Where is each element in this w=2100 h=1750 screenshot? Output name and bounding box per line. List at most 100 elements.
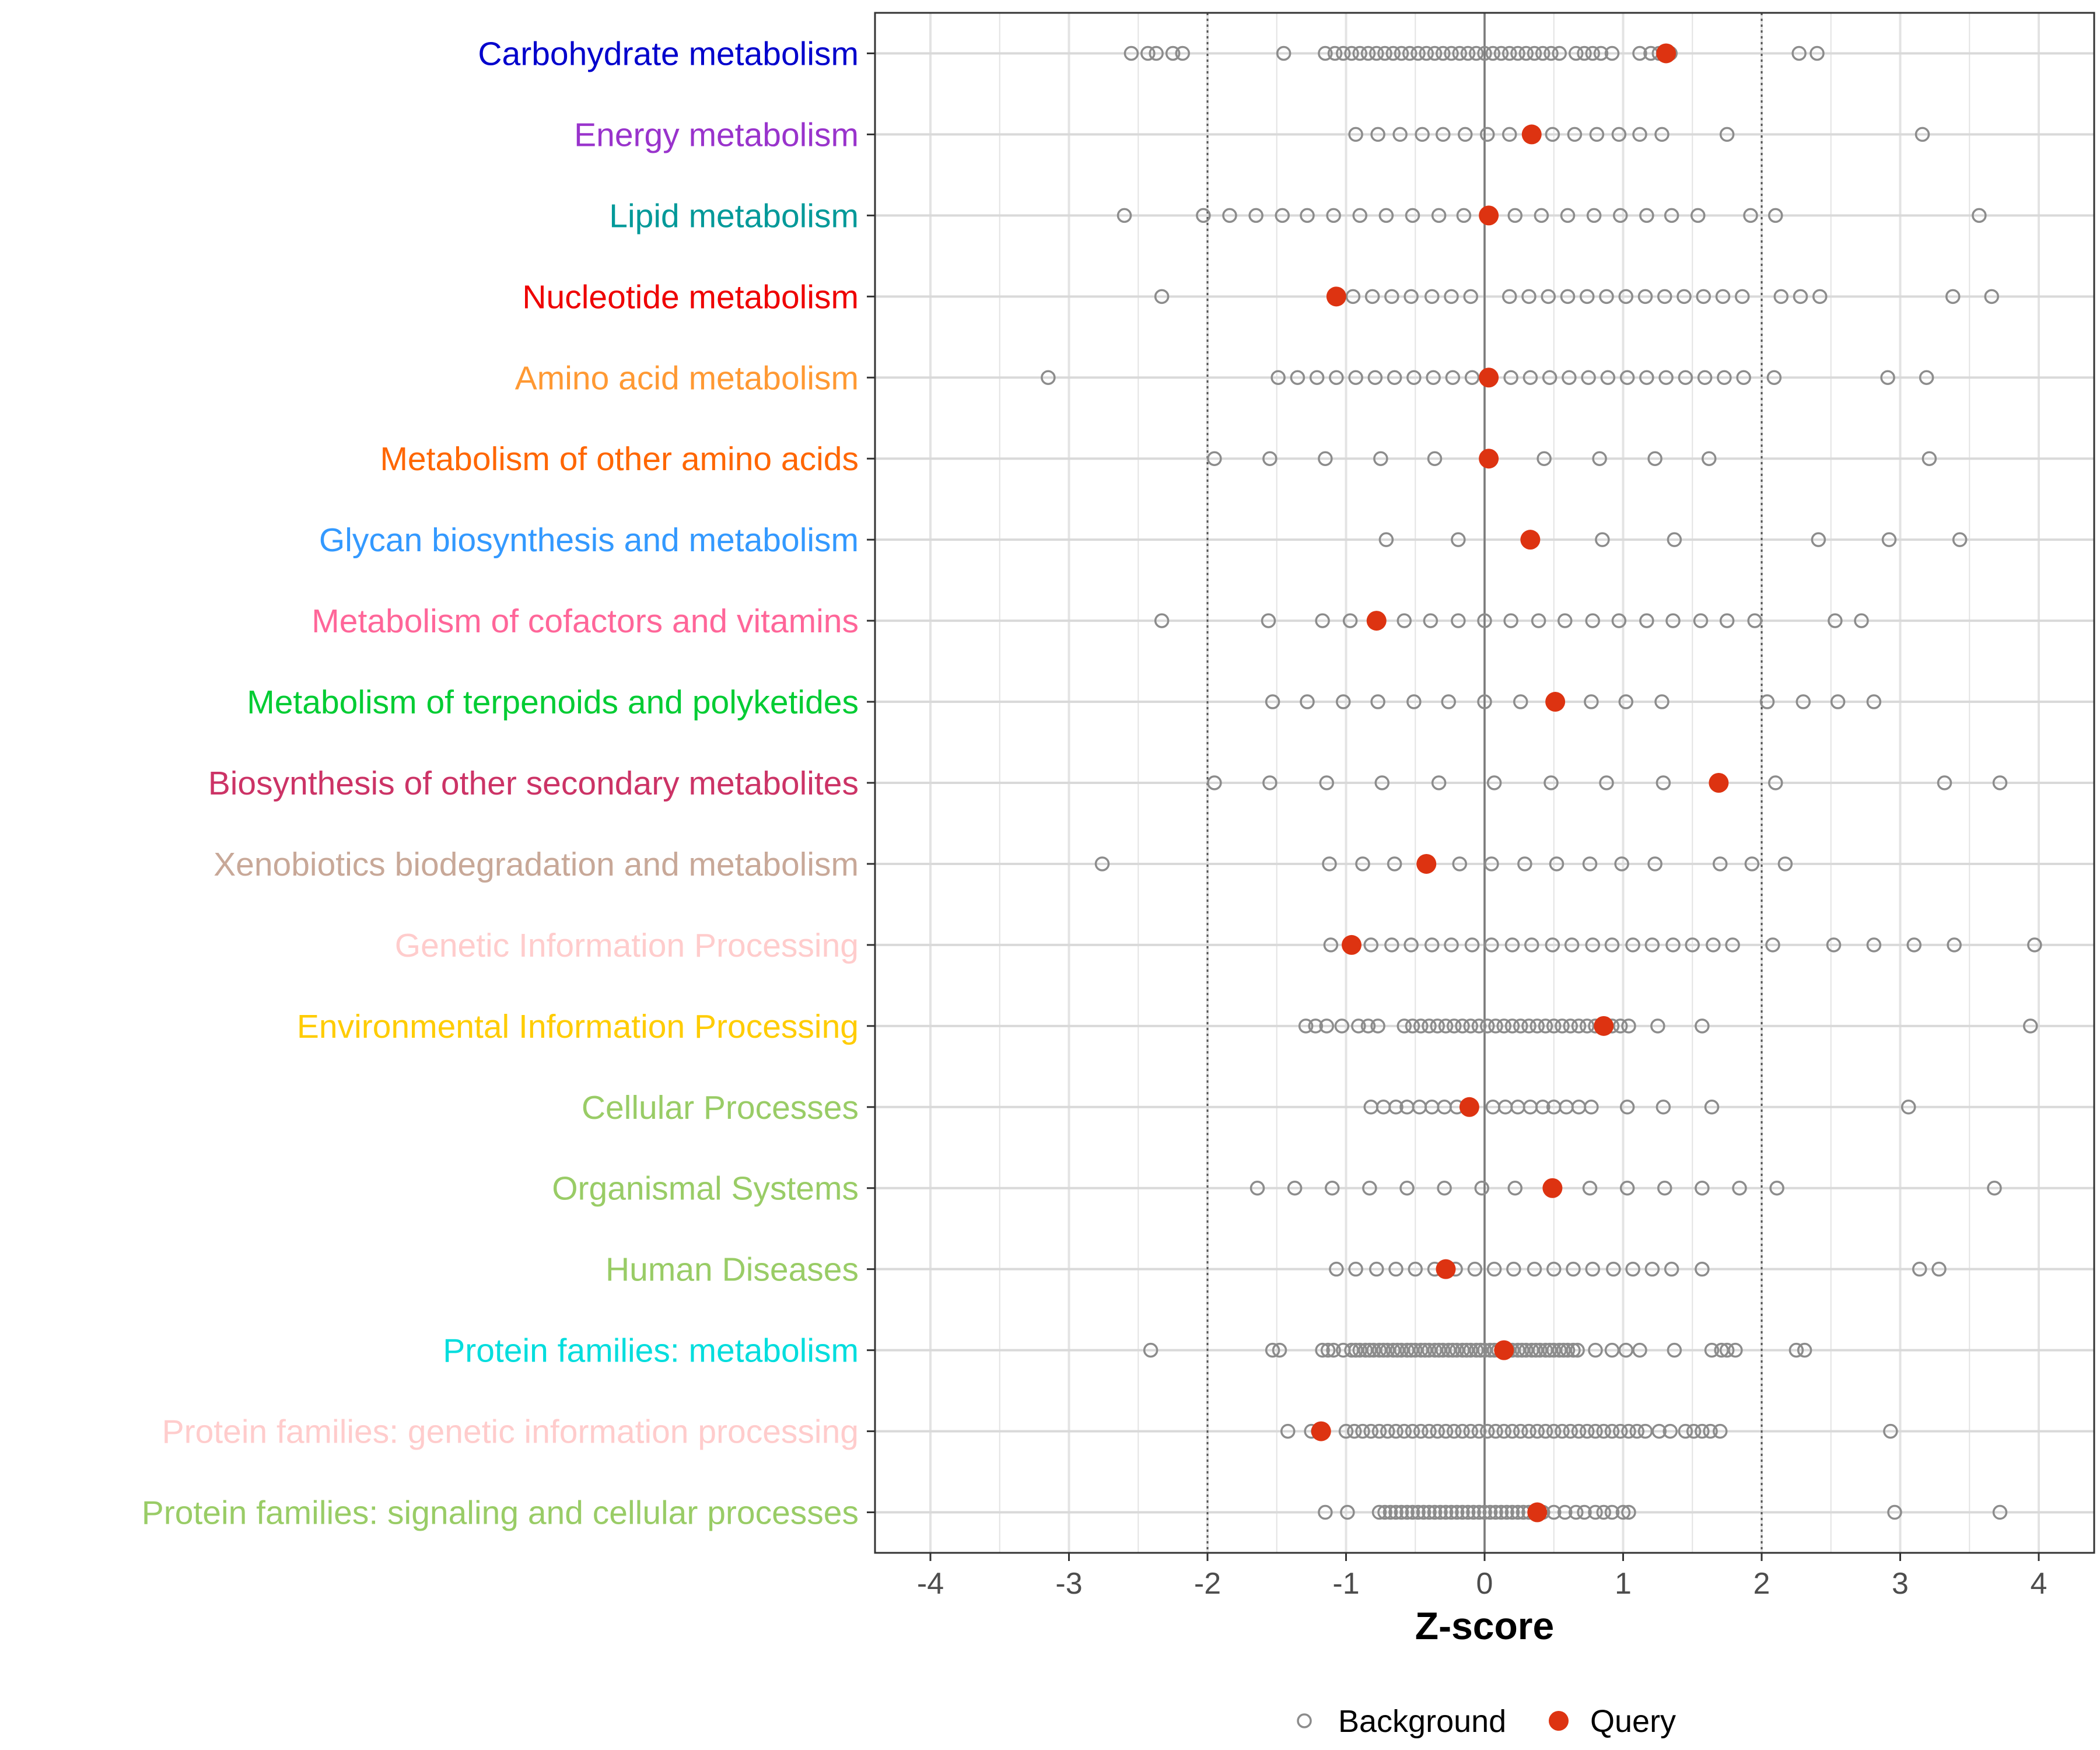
background-point <box>1881 532 1897 547</box>
background-point <box>1250 1180 1265 1196</box>
background-point <box>1604 1504 1620 1520</box>
query-point <box>1416 853 1437 874</box>
category-label: Xenobiotics biodegradation and metabolis… <box>214 846 859 883</box>
background-point <box>1654 127 1670 142</box>
background-point <box>1618 694 1633 709</box>
background-point <box>1571 1019 1587 1034</box>
background-point <box>1399 1504 1415 1520</box>
background-point <box>1504 1423 1520 1439</box>
background-point <box>1351 1019 1366 1034</box>
background-point <box>1604 937 1620 953</box>
background-point <box>1334 1019 1350 1034</box>
category-label: Metabolism of cofactors and vitamins <box>312 603 859 640</box>
background-point <box>1538 1423 1553 1439</box>
background-point <box>1352 208 1367 223</box>
background-point <box>1451 613 1466 628</box>
category-label: Glycan biosynthesis and metabolism <box>319 522 859 559</box>
category-label: Amino acid metabolism <box>515 359 859 397</box>
background-point <box>1445 370 1461 386</box>
background-point <box>1496 1019 1511 1034</box>
background-point <box>1546 1423 1562 1439</box>
background-point <box>1593 46 1609 61</box>
background-point <box>1588 1504 1603 1520</box>
background-point <box>1521 1423 1536 1439</box>
x-tick-label: 2 <box>1754 1567 1770 1601</box>
background-point <box>1788 1342 1804 1358</box>
background-point <box>1347 1423 1362 1439</box>
background-point <box>1604 1423 1620 1439</box>
background-point <box>1664 208 1679 223</box>
background-point <box>1477 46 1492 61</box>
background-point <box>1736 370 1751 386</box>
background-point <box>1455 1423 1470 1439</box>
background-point <box>1320 1342 1336 1358</box>
background-point <box>1654 694 1670 709</box>
background-point <box>1931 1261 1947 1277</box>
background-point <box>1352 46 1367 61</box>
background-point <box>1534 208 1549 223</box>
background-point <box>1581 370 1596 386</box>
background-point <box>1613 1423 1628 1439</box>
query-point <box>1594 1016 1614 1036</box>
background-point <box>1667 1342 1682 1358</box>
background-point <box>1555 1019 1570 1034</box>
background-point <box>1370 694 1385 709</box>
x-tick-label: -3 <box>1055 1567 1082 1601</box>
background-point <box>1477 1504 1492 1520</box>
background-point <box>1371 1423 1387 1439</box>
background-point <box>1769 1180 1784 1196</box>
background-point <box>1604 46 1620 61</box>
x-tick-label: -2 <box>1194 1567 1221 1601</box>
background-point <box>1796 694 1811 709</box>
background-point <box>1759 694 1775 709</box>
background-point <box>1584 1100 1599 1115</box>
category-label: Energy metabolism <box>574 116 859 153</box>
background-point <box>1482 1504 1498 1520</box>
background-point <box>1564 937 1580 953</box>
category-label: Nucleotide metabolism <box>522 278 859 316</box>
background-point <box>1826 937 1842 953</box>
background-point <box>1513 1423 1528 1439</box>
background-point <box>1600 370 1616 386</box>
background-point <box>1662 1423 1678 1439</box>
background-point <box>1382 1504 1398 1520</box>
background-point <box>1154 289 1170 304</box>
background-point <box>1392 127 1408 142</box>
background-point <box>1427 46 1443 61</box>
background-point <box>1318 46 1333 61</box>
background-point <box>1901 1100 1916 1115</box>
background-point <box>1656 1100 1671 1115</box>
background-point <box>1493 1504 1509 1520</box>
background-point <box>1362 1180 1377 1196</box>
background-point <box>1471 1504 1487 1520</box>
background-point <box>1582 856 1598 872</box>
background-point <box>1422 1423 1437 1439</box>
background-point <box>1732 1180 1747 1196</box>
background-point <box>1275 208 1290 223</box>
background-point <box>1811 532 1826 547</box>
background-point <box>1810 46 1825 61</box>
background-point <box>1460 1504 1476 1520</box>
background-point <box>1915 127 1930 142</box>
background-point <box>1596 1504 1611 1520</box>
background-point <box>1408 1261 1423 1277</box>
background-point <box>1406 694 1422 709</box>
background-point <box>1546 1504 1562 1520</box>
background-point <box>1452 856 1467 872</box>
background-point <box>1717 370 1732 386</box>
background-point <box>1937 775 1952 790</box>
background-point <box>1405 1504 1420 1520</box>
background-point <box>1399 1180 1415 1196</box>
query-point <box>1520 530 1541 550</box>
background-point <box>1510 1504 1525 1520</box>
query-point <box>1527 1502 1548 1522</box>
background-point <box>1207 775 1222 790</box>
query-point <box>1656 43 1676 64</box>
category-label: Metabolism of other amino acids <box>380 440 859 478</box>
background-point <box>1719 1342 1735 1358</box>
category-label: Protein families: signaling and cellular… <box>142 1494 859 1532</box>
background-point <box>1558 613 1573 628</box>
background-point <box>1566 1261 1581 1277</box>
background-point <box>1378 532 1394 547</box>
background-point <box>1388 1261 1404 1277</box>
